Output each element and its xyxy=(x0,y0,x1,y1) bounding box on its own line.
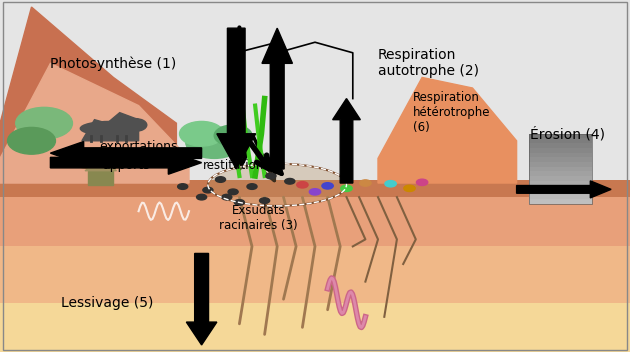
Circle shape xyxy=(247,184,257,189)
Circle shape xyxy=(203,187,213,193)
FancyArrow shape xyxy=(517,181,611,198)
Ellipse shape xyxy=(63,148,139,169)
Polygon shape xyxy=(82,113,139,141)
Circle shape xyxy=(214,125,252,146)
Circle shape xyxy=(260,198,270,203)
Ellipse shape xyxy=(81,121,140,136)
FancyArrow shape xyxy=(186,253,217,345)
Circle shape xyxy=(178,184,188,189)
Bar xyxy=(529,138,592,143)
Circle shape xyxy=(285,178,295,184)
FancyArrowPatch shape xyxy=(251,143,269,169)
Bar xyxy=(529,134,592,204)
FancyArrow shape xyxy=(50,142,202,165)
Circle shape xyxy=(360,180,371,186)
Circle shape xyxy=(234,200,244,205)
Circle shape xyxy=(8,127,55,154)
Circle shape xyxy=(404,185,415,191)
Circle shape xyxy=(266,173,276,179)
Bar xyxy=(529,148,592,152)
Text: Exsudats
racinaires (3): Exsudats racinaires (3) xyxy=(219,204,297,232)
Text: restitutions: restitutions xyxy=(203,159,270,172)
Bar xyxy=(529,166,592,171)
Polygon shape xyxy=(85,160,117,171)
Text: Respiration
hétérotrophe
(6): Respiration hétérotrophe (6) xyxy=(413,91,490,134)
Bar xyxy=(529,200,592,204)
Circle shape xyxy=(16,107,72,139)
Bar xyxy=(529,134,592,138)
Polygon shape xyxy=(378,77,517,183)
Text: apports: apports xyxy=(102,159,150,172)
Ellipse shape xyxy=(208,164,346,206)
Circle shape xyxy=(180,121,224,146)
Text: Lessivage (5): Lessivage (5) xyxy=(61,296,153,310)
FancyArrowPatch shape xyxy=(266,157,282,174)
Bar xyxy=(0,0,630,194)
Bar xyxy=(529,143,592,148)
Bar xyxy=(529,176,592,181)
Bar xyxy=(529,190,592,195)
Bar xyxy=(529,171,592,176)
Bar xyxy=(0,246,630,310)
FancyArrow shape xyxy=(262,28,292,169)
Bar xyxy=(0,183,630,253)
Circle shape xyxy=(341,185,352,191)
Circle shape xyxy=(322,183,333,189)
Polygon shape xyxy=(0,7,176,158)
Circle shape xyxy=(309,189,321,195)
FancyArrow shape xyxy=(333,99,360,183)
Bar xyxy=(529,181,592,186)
Bar xyxy=(529,186,592,190)
Text: Photosynthèse (1): Photosynthèse (1) xyxy=(50,56,176,71)
Text: exportations: exportations xyxy=(100,140,178,152)
Bar xyxy=(0,303,630,352)
Circle shape xyxy=(197,194,207,200)
Text: Respiration
autotrophe (2): Respiration autotrophe (2) xyxy=(378,48,479,78)
Bar xyxy=(88,171,113,185)
Circle shape xyxy=(385,181,396,187)
FancyArrow shape xyxy=(217,28,256,169)
Circle shape xyxy=(215,177,226,182)
Circle shape xyxy=(186,127,243,158)
Text: Érosion (4): Érosion (4) xyxy=(529,126,605,141)
Bar xyxy=(529,152,592,157)
Bar xyxy=(529,157,592,162)
Bar xyxy=(529,162,592,166)
Circle shape xyxy=(416,179,428,186)
Circle shape xyxy=(124,119,147,131)
Bar xyxy=(529,195,592,200)
Circle shape xyxy=(228,189,238,195)
Circle shape xyxy=(297,182,308,188)
Circle shape xyxy=(222,194,232,200)
Bar xyxy=(0,180,630,197)
FancyArrow shape xyxy=(50,151,202,174)
Polygon shape xyxy=(0,63,189,183)
